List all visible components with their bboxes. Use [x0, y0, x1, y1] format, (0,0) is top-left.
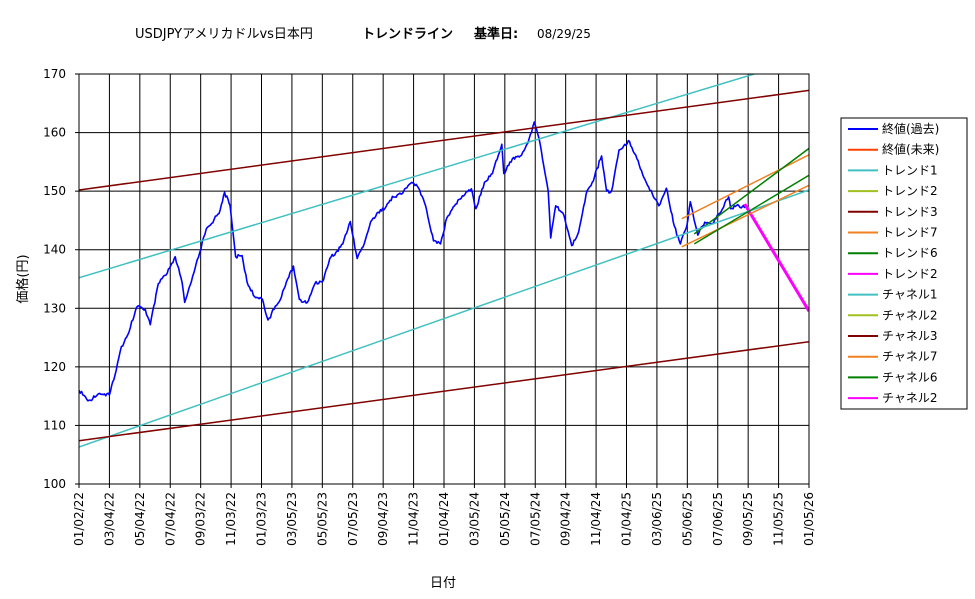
y-tick-label: 160	[43, 126, 66, 140]
legend-label: チャネル3	[882, 329, 938, 343]
x-tick-label: 11/04/24	[589, 492, 603, 546]
y-tick-label: 150	[43, 184, 66, 198]
legend-label: チャネル2	[882, 391, 938, 405]
x-tick-label: 11/04/23	[407, 492, 421, 546]
x-tick-label: 07/04/22	[163, 492, 177, 546]
x-tick-label: 09/05/25	[741, 492, 755, 546]
x-tick-label: 01/02/22	[72, 492, 86, 546]
x-tick-label: 05/04/22	[133, 492, 147, 546]
y-tick-label: 130	[43, 301, 66, 315]
legend-label: チャネル1	[882, 288, 938, 302]
legend-items: 終値(過去) 終値(未来) トレンド1 トレンド2 トレンド3 トレンド7 トレンド6 トレン…	[848, 121, 939, 405]
y-tick-label: 140	[43, 243, 66, 257]
chart-title: USDJPYアメリカドルvs日本円 トレンドライン 基準日: 08/29/25	[135, 26, 591, 42]
legend-label: トレンド1	[882, 163, 938, 177]
y-tick-label: 170	[43, 67, 66, 81]
legend-label: トレンド2	[882, 267, 938, 281]
legend-label: トレンド6	[882, 246, 938, 260]
series-line-12	[693, 174, 809, 245]
series-line-6	[693, 147, 809, 235]
chart-title-base-date: 08/29/25	[537, 27, 591, 41]
y-tick-label: 100	[43, 477, 66, 491]
x-tick-label: 03/04/22	[102, 492, 116, 546]
x-tick-label: 05/06/25	[680, 492, 694, 546]
x-tick-label: 03/05/23	[285, 492, 299, 546]
legend: 終値(過去) 終値(未来) トレンド1 トレンド2 トレンド3 トレンド7 トレンド6 トレン…	[840, 117, 968, 410]
series-layer	[79, 74, 809, 448]
legend-label: チャネル2	[882, 308, 938, 322]
series-line-5	[681, 154, 809, 220]
y-tick-label: 120	[43, 360, 66, 374]
legend-label: チャネル6	[882, 370, 938, 384]
chart-title-main: USDJPYアメリカドルvs日本円	[135, 27, 313, 42]
series-line-2	[79, 74, 755, 279]
legend-label: 終値(未来)	[882, 142, 939, 157]
x-tick-label: 11/05/25	[772, 492, 786, 546]
legend-label: 終値(過去)	[882, 121, 939, 136]
series-line-8	[79, 189, 809, 448]
series-line-0	[79, 121, 746, 402]
x-tick-label: 05/05/23	[315, 492, 329, 546]
chart-title-trend: トレンドライン	[362, 27, 453, 42]
x-axis-title: 日付	[430, 576, 456, 591]
x-tick-label: 01/04/24	[437, 492, 451, 546]
x-tick-label: 05/05/24	[498, 492, 512, 546]
x-tick-label: 09/03/22	[194, 492, 208, 546]
legend-label: トレンド3	[882, 205, 938, 219]
x-axis-ticks: 01/02/22 03/04/22 05/04/22 07/04/22 09/03/22…	[72, 484, 816, 546]
x-tick-label: 07/06/25	[711, 492, 725, 546]
chart-title-base-label: 基準日:	[473, 26, 518, 42]
x-tick-label: 01/03/23	[255, 492, 269, 546]
x-tick-label: 09/04/24	[559, 492, 573, 546]
series-line-11	[681, 184, 809, 248]
legend-label: チャネル7	[882, 350, 938, 364]
x-tick-label: 03/06/25	[650, 492, 664, 546]
x-tick-label: 03/05/24	[467, 492, 481, 546]
series-line-10	[79, 340, 809, 442]
x-tick-label: 09/04/23	[376, 492, 390, 546]
y-axis-title: 価格(円)	[15, 254, 31, 303]
series-line-7	[743, 203, 809, 312]
y-tick-label: 110	[43, 418, 66, 432]
series-line-4	[79, 89, 809, 191]
x-tick-label: 07/05/24	[528, 492, 542, 546]
y-axis-ticks: 100 110 120 130 140 150 160 170	[43, 67, 79, 491]
x-tick-label: 11/03/22	[224, 492, 238, 546]
x-tick-label: 07/05/23	[346, 492, 360, 546]
x-tick-label: 01/05/26	[802, 492, 816, 546]
legend-label: トレンド7	[882, 226, 938, 240]
legend-box	[840, 117, 968, 410]
legend-label: トレンド2	[882, 184, 938, 198]
x-tick-label: 01/04/25	[620, 492, 634, 546]
